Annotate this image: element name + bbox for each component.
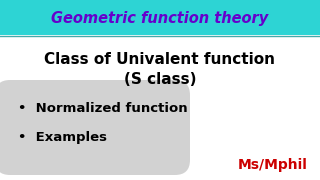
- Text: •  Examples: • Examples: [18, 132, 107, 145]
- Bar: [0, 0, 320, 35]
- FancyBboxPatch shape: [0, 80, 190, 175]
- Text: Geometric function theory: Geometric function theory: [52, 10, 268, 26]
- Text: Ms/Mphil: Ms/Mphil: [238, 158, 308, 172]
- Text: Class of Univalent function: Class of Univalent function: [44, 53, 276, 68]
- Text: (S class): (S class): [124, 73, 196, 87]
- Text: •  Normalized function: • Normalized function: [18, 102, 188, 114]
